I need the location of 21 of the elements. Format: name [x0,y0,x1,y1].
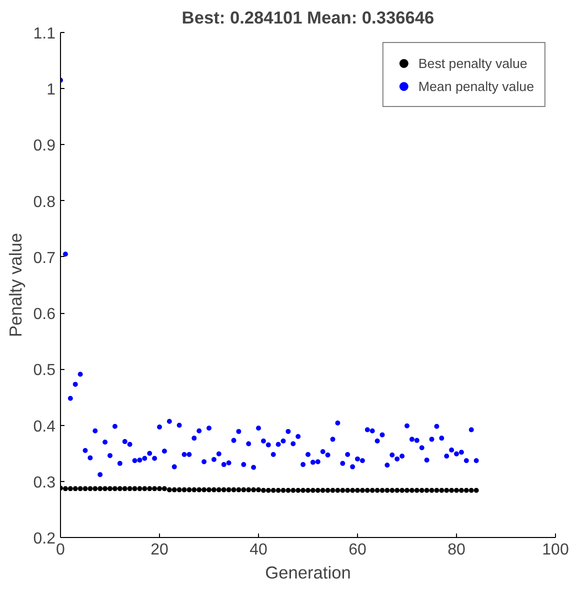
y-tick-label: 0.5 [33,362,56,380]
y-tick-label: 0.9 [33,138,56,155]
y-tick-label: 0.8 [33,194,56,211]
y-tick-label: 1 [46,82,56,99]
x-tick-label: 80 [448,542,466,558]
y-tick-label: 0.6 [33,306,56,324]
x-tick-label: 40 [250,542,268,558]
x-axis-title: Generation [265,562,351,582]
y-tick-label: 0.7 [33,250,56,267]
legend-label: Mean penalty value [418,78,534,94]
y-tick-label: 1.1 [33,26,56,42]
chart-title: Best: 0.284101 Mean: 0.336646 [182,8,435,28]
y-axis-title: Penalty value [5,232,26,338]
x-tick-label: 20 [150,542,168,558]
x-tick-label: 100 [542,542,569,558]
y-tick-label: 0.3 [33,474,56,492]
y-tick-label: 0.2 [33,530,56,548]
y-tick-label: 0.4 [33,418,56,436]
x-tick-label: 0 [56,542,66,558]
x-tick-label: 60 [348,542,366,558]
legend-label: Best penalty value [418,56,528,70]
